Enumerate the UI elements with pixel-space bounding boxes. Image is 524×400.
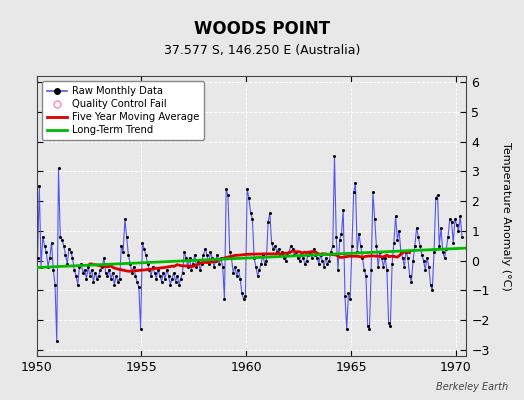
Legend: Raw Monthly Data, Quality Control Fail, Five Year Moving Average, Long-Term Tren: Raw Monthly Data, Quality Control Fail, … — [42, 81, 204, 140]
Y-axis label: Temperature Anomaly (°C): Temperature Anomaly (°C) — [501, 142, 511, 290]
Text: Berkeley Earth: Berkeley Earth — [436, 382, 508, 392]
Text: WOODS POINT: WOODS POINT — [194, 20, 330, 38]
Text: 37.577 S, 146.250 E (Australia): 37.577 S, 146.250 E (Australia) — [164, 44, 360, 57]
